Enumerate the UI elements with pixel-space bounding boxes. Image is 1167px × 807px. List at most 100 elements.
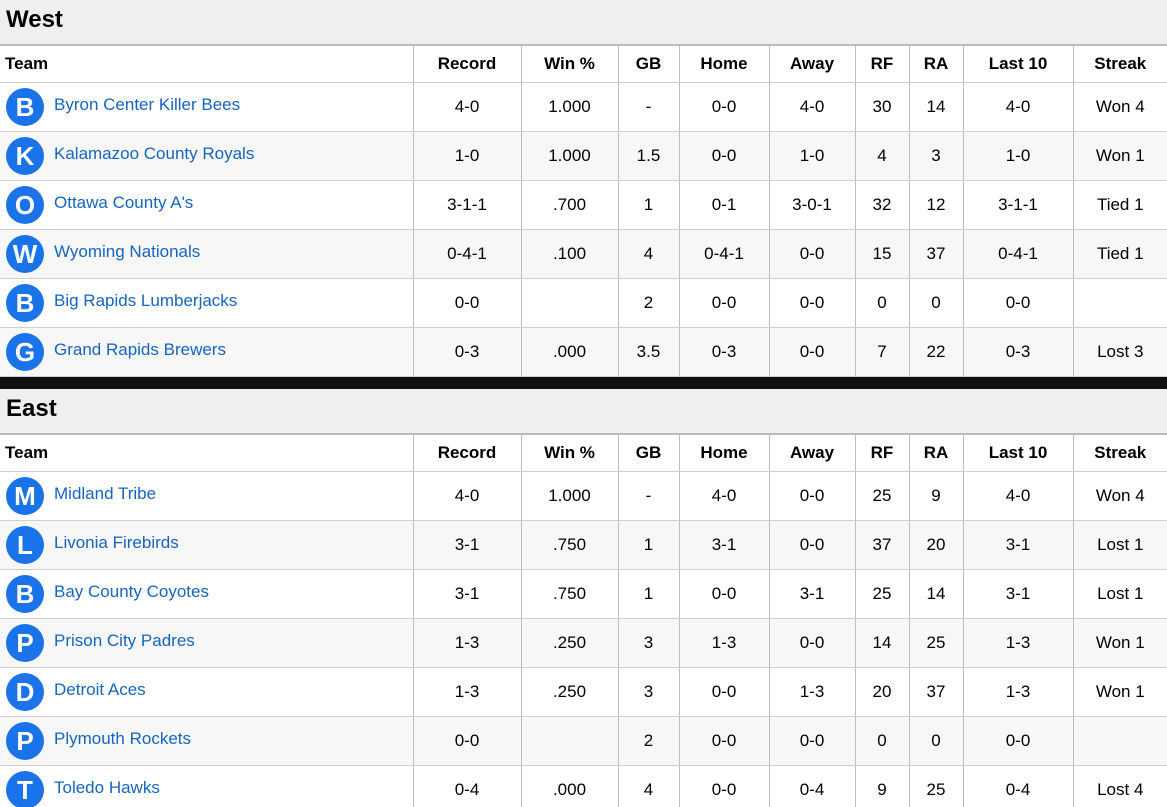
column-header-gb: GB [618, 46, 680, 83]
team-logo-icon: P [6, 722, 44, 760]
team-name-link[interactable]: Prison City Padres [54, 631, 195, 650]
streak-cell: Won 4 [1073, 82, 1167, 132]
record-cell: 3-1 [413, 569, 522, 619]
division-west: West Team Record Win % GB Home Away RF RA Last 1… [0, 0, 1167, 377]
team-name-link[interactable]: Ottawa County A's [54, 193, 194, 212]
table-row: B Bay County Coyotes 3-1.750 1 0-0 3-1 25 14 3-1… [0, 569, 1167, 619]
streak-cell: Won 1 [1073, 618, 1167, 668]
team-name-link[interactable]: Toledo Hawks [54, 778, 160, 797]
win-pct-cell: .000 [521, 327, 619, 377]
win-pct-cell: .000 [521, 765, 619, 807]
record-cell: 0-0 [413, 716, 522, 766]
team-name-link[interactable]: Bay County Coyotes [54, 582, 209, 601]
team-name-link[interactable]: Midland Tribe [54, 484, 157, 503]
away-cell: 0-0 [769, 716, 856, 766]
table-row: B Big Rapids Lumberjacks 0-0 2 0-0 0-0 0 0 0-0 [0, 278, 1167, 328]
team-info: P Plymouth Rockets [6, 722, 412, 760]
team-info: B Byron Center Killer Bees [6, 88, 412, 126]
division-title: East [6, 395, 57, 422]
team-cell: P Prison City Padres [0, 618, 414, 668]
team-info: K Kalamazoo County Royals [6, 137, 412, 175]
team-logo-icon: T [6, 771, 44, 807]
column-header-home: Home [679, 46, 770, 83]
team-name-link[interactable]: Livonia Firebirds [54, 533, 179, 552]
team-name-link[interactable]: Plymouth Rockets [54, 729, 191, 748]
team-logo-icon: B [6, 575, 44, 613]
column-header-win-pct: Win % [521, 46, 619, 83]
table-row: B Byron Center Killer Bees 4-0 1.000-0-0 4-0… [0, 82, 1167, 132]
home-cell: 0-0 [679, 667, 770, 717]
ra-cell: 3 [909, 131, 964, 181]
win-pct-cell: .750 [521, 569, 619, 619]
division-east: East Team Record Win % GB Home Away RF RA Last 1… [0, 389, 1167, 807]
rf-cell: 4 [855, 131, 910, 181]
team-logo-icon: P [6, 624, 44, 662]
table-row: K Kalamazoo County Royals 1-0 1.000 1.5 0-0 1-… [0, 131, 1167, 181]
last-10-cell: 0-4 [963, 765, 1074, 807]
rf-cell: 15 [855, 229, 910, 279]
team-cell: W Wyoming Nationals [0, 229, 414, 279]
column-header-last-10: Last 10 [963, 46, 1074, 83]
ra-cell: 0 [909, 278, 964, 328]
record-cell: 4-0 [413, 82, 522, 132]
win-pct-cell [521, 716, 619, 766]
team-cell: M Midland Tribe [0, 471, 414, 521]
home-cell: 3-1 [679, 520, 770, 570]
last-10-cell: 1-3 [963, 618, 1074, 668]
team-logo-icon: B [6, 284, 44, 322]
ra-cell: 25 [909, 765, 964, 807]
division-separator [0, 377, 1167, 389]
gb-cell: 3 [618, 667, 680, 717]
team-info: G Grand Rapids Brewers [6, 333, 412, 371]
team-logo-icon: O [6, 186, 44, 224]
team-logo-icon: W [6, 235, 44, 273]
column-header-away: Away [769, 435, 856, 472]
rf-cell: 25 [855, 471, 910, 521]
table-row: M Midland Tribe 4-0 1.000-4-0 0-0 25 9 4-0 Won 4 [0, 471, 1167, 521]
gb-cell: 4 [618, 229, 680, 279]
ra-cell: 25 [909, 618, 964, 668]
ra-cell: 37 [909, 667, 964, 717]
home-cell: 0-4-1 [679, 229, 770, 279]
team-logo-icon: L [6, 526, 44, 564]
home-cell: 0-3 [679, 327, 770, 377]
rf-cell: 0 [855, 716, 910, 766]
column-header-team: Team [0, 435, 414, 472]
ra-cell: 12 [909, 180, 964, 230]
division-header: West [0, 0, 1167, 46]
win-pct-cell: .250 [521, 618, 619, 668]
streak-cell: Lost 4 [1073, 765, 1167, 807]
record-cell: 0-4-1 [413, 229, 522, 279]
column-header-away: Away [769, 46, 856, 83]
division-title: West [6, 6, 63, 33]
win-pct-cell: 1.000 [521, 131, 619, 181]
team-cell: D Detroit Aces [0, 667, 414, 717]
team-cell: L Livonia Firebirds [0, 520, 414, 570]
team-name-link[interactable]: Byron Center Killer Bees [54, 95, 241, 114]
away-cell: 3-0-1 [769, 180, 856, 230]
team-name-link[interactable]: Kalamazoo County Royals [54, 144, 255, 163]
team-info: T Toledo Hawks [6, 771, 412, 807]
team-logo-icon: D [6, 673, 44, 711]
last-10-cell: 3-1 [963, 569, 1074, 619]
streak-cell: Tied 1 [1073, 180, 1167, 230]
record-cell: 4-0 [413, 471, 522, 521]
home-cell: 0-0 [679, 716, 770, 766]
last-10-cell: 3-1 [963, 520, 1074, 570]
team-name-link[interactable]: Big Rapids Lumberjacks [54, 291, 238, 310]
away-cell: 4-0 [769, 82, 856, 132]
ra-cell: 37 [909, 229, 964, 279]
team-logo-icon: B [6, 88, 44, 126]
streak-cell: Lost 1 [1073, 569, 1167, 619]
home-cell: 4-0 [679, 471, 770, 521]
column-header-last-10: Last 10 [963, 435, 1074, 472]
streak-cell [1073, 716, 1167, 766]
team-name-link[interactable]: Wyoming Nationals [54, 242, 201, 261]
column-header-rf: RF [855, 46, 910, 83]
home-cell: 0-0 [679, 765, 770, 807]
team-name-link[interactable]: Detroit Aces [54, 680, 146, 699]
gb-cell: - [618, 471, 680, 521]
gb-cell: 2 [618, 716, 680, 766]
team-name-link[interactable]: Grand Rapids Brewers [54, 340, 226, 359]
